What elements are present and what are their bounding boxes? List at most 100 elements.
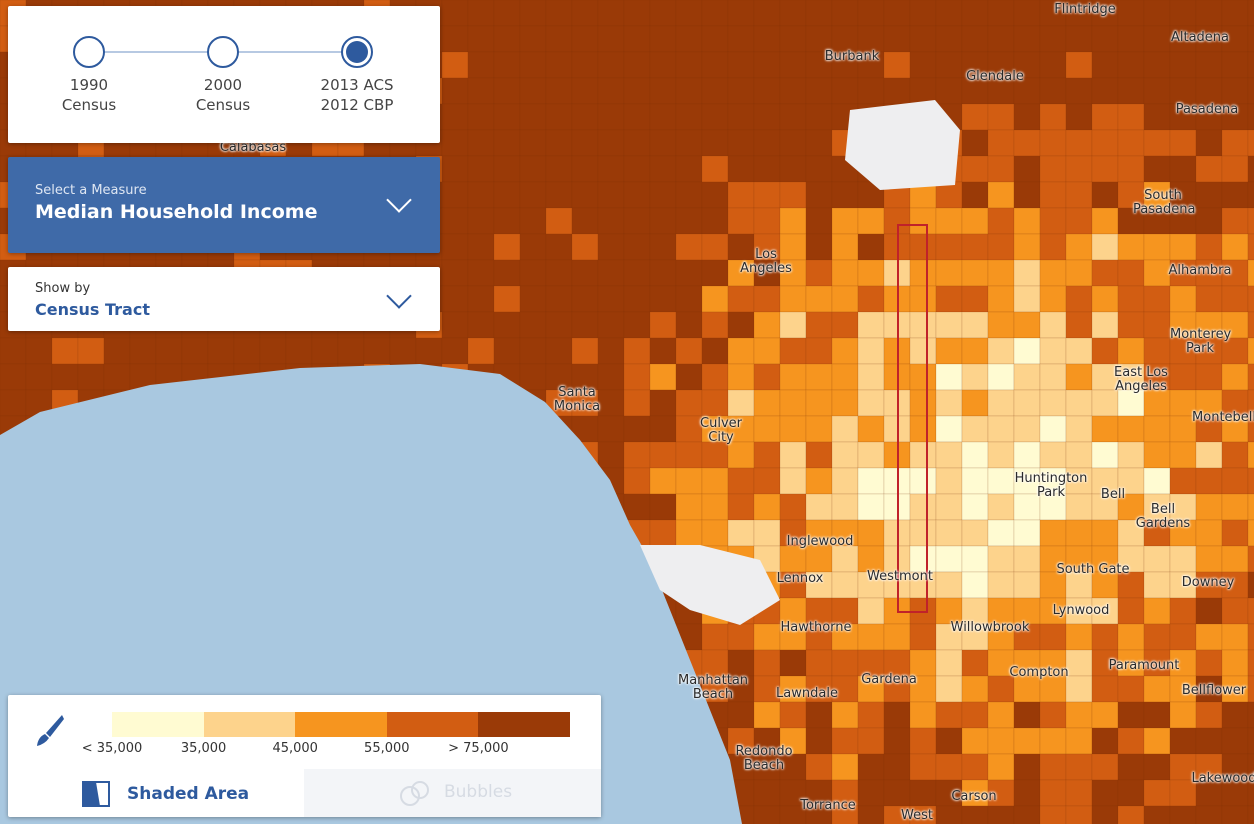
tract (623, 25, 651, 53)
tract (0, 363, 27, 391)
legend-swatch (478, 712, 571, 737)
timeline-step[interactable] (341, 36, 373, 68)
tract (597, 25, 625, 53)
tract (1117, 753, 1145, 781)
tract (909, 779, 937, 807)
place-label: Lawndale (776, 686, 838, 701)
place-label: Culver City (700, 416, 742, 445)
place-label: Huntington Park (1014, 471, 1088, 500)
tract (805, 467, 833, 495)
tract (857, 311, 885, 339)
timeline-step[interactable] (73, 36, 105, 68)
tract (1195, 649, 1223, 677)
bubbles-toggle[interactable]: Bubbles (304, 769, 601, 817)
tract (727, 207, 755, 235)
tract (1143, 701, 1171, 729)
show-by-select[interactable]: Show by Census Tract (8, 267, 440, 331)
tract (1169, 337, 1197, 365)
tract (649, 519, 677, 547)
tract (389, 337, 417, 365)
tract (1091, 155, 1119, 183)
tract (1039, 25, 1067, 53)
tract (441, 285, 469, 313)
tract (701, 259, 729, 287)
tract (935, 389, 963, 417)
tract (987, 675, 1015, 703)
tract (857, 467, 885, 495)
tract (467, 0, 495, 27)
tract (987, 649, 1015, 677)
tract (961, 597, 989, 625)
tract (831, 337, 859, 365)
tract (649, 181, 677, 209)
tract (623, 259, 651, 287)
tract (623, 467, 651, 495)
tract (1247, 571, 1254, 599)
tract (1117, 103, 1145, 131)
tract (1143, 597, 1171, 625)
tract (571, 181, 599, 209)
legend-swatch (203, 712, 296, 737)
tract (571, 77, 599, 105)
tract (1117, 285, 1145, 313)
tract (1065, 493, 1093, 521)
tract (909, 467, 937, 495)
shaded-area-toggle[interactable]: Shaded Area (8, 771, 304, 817)
tract (519, 129, 547, 157)
tract (779, 597, 807, 625)
tract (1195, 675, 1223, 703)
tract (1169, 155, 1197, 183)
tract (831, 389, 859, 417)
tract (1247, 727, 1254, 755)
tract (779, 545, 807, 573)
tract (597, 337, 625, 365)
tract (1091, 623, 1119, 651)
tract (1039, 389, 1067, 417)
tract (1091, 493, 1119, 521)
tract (1013, 77, 1041, 105)
tract (441, 25, 469, 53)
tract (649, 493, 677, 521)
tract (493, 155, 521, 183)
tract (1065, 337, 1093, 365)
tract (337, 337, 365, 365)
tract (1221, 337, 1249, 365)
tract (935, 0, 963, 27)
step-line2: Census (195, 96, 251, 114)
tract (1091, 311, 1119, 339)
tract (1247, 233, 1254, 261)
tract (1247, 207, 1254, 235)
tract (1013, 779, 1041, 807)
tract (909, 25, 937, 53)
tract (1247, 597, 1254, 625)
tract (519, 0, 547, 27)
place-label: Manhattan Beach (678, 673, 749, 702)
tract (181, 337, 209, 365)
tract (1091, 233, 1119, 261)
tract (1169, 181, 1197, 209)
tract (701, 311, 729, 339)
tract (987, 337, 1015, 365)
measure-select[interactable]: Select a Measure Median Household Income (8, 157, 440, 253)
tract (1013, 51, 1041, 79)
tract (1117, 727, 1145, 755)
tract (857, 0, 885, 27)
tract (1039, 181, 1067, 209)
tract (1013, 649, 1041, 677)
tract (519, 181, 547, 209)
tract (1117, 155, 1145, 183)
tract (779, 181, 807, 209)
tract (545, 155, 573, 183)
tract (1039, 623, 1067, 651)
tract (831, 545, 859, 573)
tract (675, 207, 703, 235)
tract (597, 103, 625, 131)
tract (493, 285, 521, 313)
tract (623, 103, 651, 131)
timeline-step[interactable] (207, 36, 239, 68)
tract (1091, 337, 1119, 365)
tract (1169, 389, 1197, 417)
tract (961, 727, 989, 755)
tract (1143, 805, 1171, 824)
